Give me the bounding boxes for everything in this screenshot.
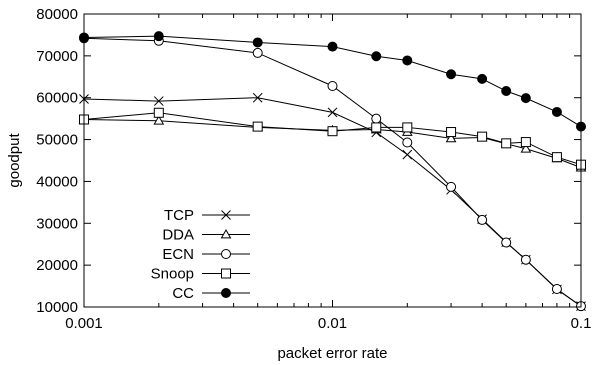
y-tick-label: 70000 (36, 48, 78, 65)
x-axis-title: packet error rate (277, 345, 387, 362)
data-point-snoop (551, 152, 562, 163)
legend-label-cc: CC (172, 285, 194, 302)
data-point-snoop (252, 121, 263, 132)
x-tick-label: 0.001 (65, 315, 103, 332)
data-point-snoop (153, 107, 164, 118)
data-point-ecn (327, 80, 338, 91)
series-line-dda (83, 118, 582, 169)
data-point-ecn (477, 214, 488, 225)
series-snoop (79, 107, 586, 170)
data-point-cc (153, 31, 164, 42)
legend-marker-dda (220, 228, 232, 239)
legend-item-tcp: TCP (164, 207, 250, 224)
legend-label-ecn: ECN (162, 246, 194, 263)
data-point-dda (520, 143, 532, 153)
axis-ticks (83, 13, 582, 308)
legend-marker-cc (221, 288, 231, 298)
data-point-snoop (501, 138, 512, 149)
data-point-tcp (153, 96, 164, 106)
tick-labels: 10000 20000 30000 40000 50000 60000 70000 80000… (36, 6, 591, 332)
data-point-snoop (446, 127, 457, 138)
data-point-ecn (446, 181, 457, 192)
series-line-cc (83, 35, 582, 128)
data-point-snoop (477, 131, 488, 142)
data-point-cc (402, 55, 413, 66)
legend-item-cc: CC (172, 285, 250, 302)
data-point-ecn (252, 47, 263, 58)
data-point-cc (520, 93, 531, 104)
y-tick-label: 80000 (36, 6, 78, 23)
data-point-ecn (501, 237, 512, 248)
data-point-ecn (551, 284, 562, 295)
data-point-cc (446, 69, 457, 80)
data-point-cc (371, 51, 382, 62)
plot-frame (83, 13, 582, 308)
legend-marker-tcp (221, 210, 231, 220)
legend-label-tcp: TCP (164, 207, 194, 224)
data-point-ecn (402, 137, 413, 148)
data-point-snoop (402, 122, 413, 133)
legend-item-dda: DDA (162, 227, 250, 244)
series-ecn (79, 33, 586, 312)
data-point-tcp (327, 107, 338, 118)
legend-item-snoop: Snoop (151, 266, 250, 283)
data-point-dda (445, 132, 457, 143)
x-tick-label: 0.1 (571, 315, 592, 332)
y-tick-label: 30000 (36, 215, 78, 232)
legend-marker-snoop (221, 268, 231, 279)
data-point-tcp (252, 92, 263, 103)
data-point-cc (551, 106, 562, 117)
y-tick-label: 50000 (36, 132, 78, 149)
legend-item-ecn: ECN (162, 246, 250, 263)
data-point-snoop (327, 126, 338, 137)
data-point-cc (477, 73, 488, 84)
y-tick-label: 10000 (36, 299, 78, 316)
y-tick-label: 40000 (36, 173, 78, 190)
data-point-snoop (371, 122, 382, 133)
y-tick-label: 60000 (36, 90, 78, 107)
legend-marker-ecn (221, 249, 231, 259)
data-point-dda (153, 115, 165, 125)
data-point-cc (327, 41, 338, 52)
data-point-ecn (371, 113, 382, 124)
series-line-snoop (83, 112, 582, 166)
data-point-snoop (520, 137, 531, 148)
x-tick-label: 0.01 (318, 315, 347, 332)
data-point-cc (252, 37, 263, 48)
legend-label-snoop: Snoop (151, 266, 194, 283)
data-point-ecn (520, 254, 531, 265)
y-tick-label: 20000 (36, 257, 78, 274)
data-point-cc (501, 86, 512, 97)
legend-label-dda: DDA (162, 227, 194, 244)
series-line-ecn (83, 37, 582, 307)
data-point-tcp (402, 149, 413, 160)
y-axis-title: goodput (6, 133, 23, 188)
legend: TCP DDA ECN Snoop CC (151, 207, 250, 302)
